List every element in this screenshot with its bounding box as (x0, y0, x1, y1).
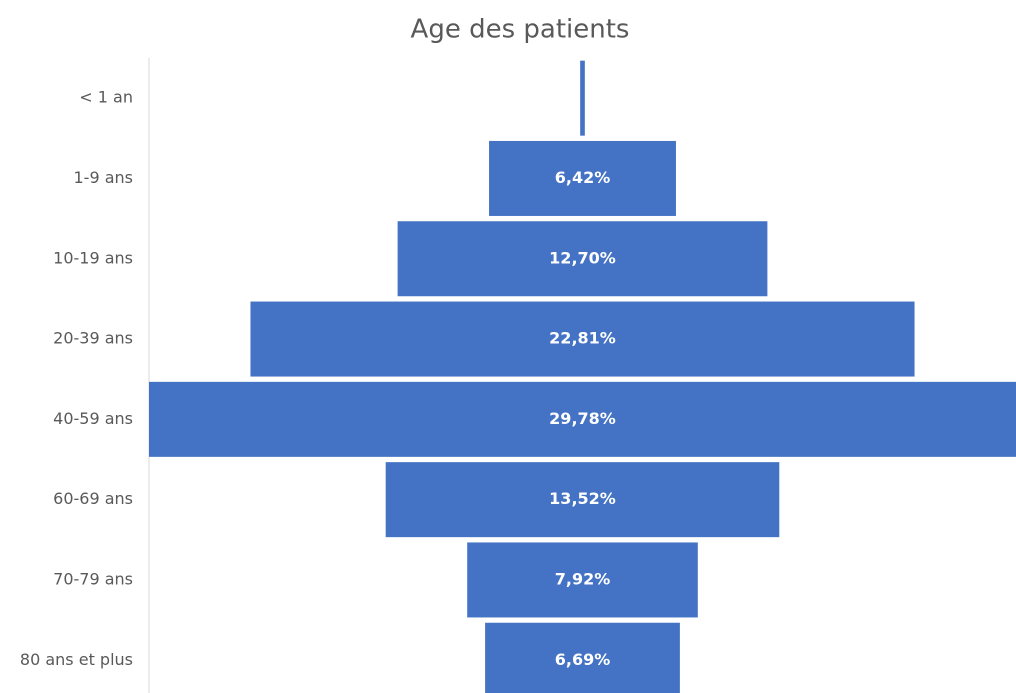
data-label: 7,92% (555, 569, 611, 588)
funnel-bar (489, 140, 676, 216)
chart-title: Age des patients (411, 15, 630, 45)
funnel-bar (485, 622, 680, 693)
category-label: < 1 an (79, 88, 133, 107)
data-label: 29,78% (549, 409, 616, 428)
data-label: 6,69% (555, 650, 611, 669)
category-label: 70-79 ans (53, 569, 133, 588)
funnel-bar (250, 301, 915, 377)
category-label: 80 ans et plus (20, 650, 133, 669)
funnel-bar (467, 542, 698, 618)
category-label: 20-39 ans (53, 329, 133, 348)
data-label: 12,70% (549, 248, 616, 267)
funnel-bar (385, 462, 780, 538)
category-label: 60-69 ans (53, 489, 133, 508)
funnel-bar (580, 60, 585, 136)
category-label: 1-9 ans (74, 168, 134, 187)
data-label: 22,81% (549, 329, 616, 348)
data-label: 13,52% (549, 489, 616, 508)
funnel-bar (149, 381, 1016, 457)
category-label: 40-59 ans (53, 409, 133, 428)
funnel-bar (397, 221, 768, 297)
category-label: 10-19 ans (53, 248, 133, 267)
data-label: 6,42% (555, 168, 611, 187)
